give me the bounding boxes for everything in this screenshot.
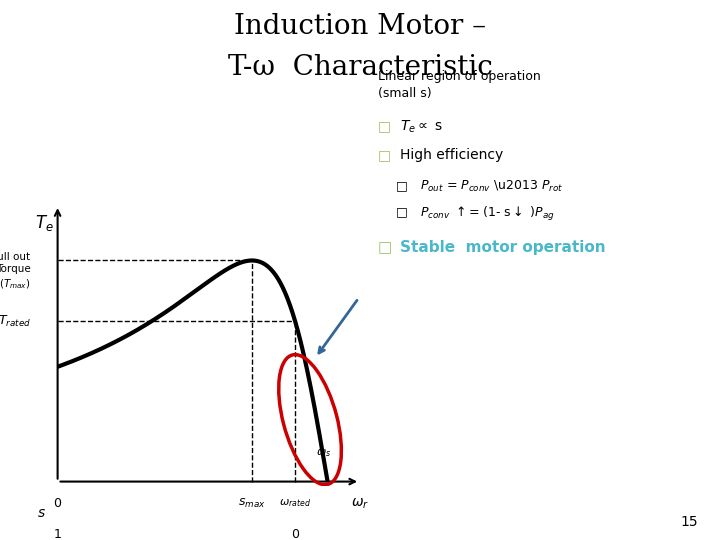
Text: $s_{max}$: $s_{max}$ bbox=[238, 497, 266, 510]
Text: Pull out
Torque
$(T_{max})$: Pull out Torque $(T_{max})$ bbox=[0, 252, 31, 291]
Text: s: s bbox=[37, 505, 45, 519]
Text: $T_e$: $T_e$ bbox=[35, 213, 53, 233]
Text: Stable  motor operation: Stable motor operation bbox=[400, 240, 606, 255]
Text: □: □ bbox=[378, 240, 392, 255]
Text: □: □ bbox=[378, 148, 391, 163]
Text: Induction Motor –: Induction Motor – bbox=[234, 14, 486, 40]
Text: □: □ bbox=[396, 205, 408, 218]
Text: □: □ bbox=[396, 179, 408, 192]
Text: □: □ bbox=[378, 119, 391, 133]
Text: Linear region of operation
(small s): Linear region of operation (small s) bbox=[378, 70, 541, 100]
Text: $P_{out}$ = $P_{conv}$ \u2013 $P_{rot}$: $P_{out}$ = $P_{conv}$ \u2013 $P_{rot}$ bbox=[420, 179, 563, 194]
Text: $\omega_r$: $\omega_r$ bbox=[351, 497, 369, 511]
Text: 1: 1 bbox=[54, 528, 61, 540]
Text: $\omega_s$: $\omega_s$ bbox=[316, 448, 331, 460]
Text: $\omega_{rated}$: $\omega_{rated}$ bbox=[279, 497, 311, 509]
Text: T-ω  Characteristic: T-ω Characteristic bbox=[228, 54, 492, 81]
Text: $P_{conv}$ $\uparrow$= (1- s$\downarrow$ )$P_{ag}$: $P_{conv}$ $\uparrow$= (1- s$\downarrow$… bbox=[420, 205, 554, 223]
Text: High efficiency: High efficiency bbox=[400, 148, 503, 163]
Text: 15: 15 bbox=[681, 515, 698, 529]
Text: $T_{rated}$: $T_{rated}$ bbox=[0, 314, 31, 329]
Text: 0: 0 bbox=[291, 528, 300, 540]
Text: $T_e \propto$ s: $T_e \propto$ s bbox=[400, 119, 443, 135]
Text: 0: 0 bbox=[53, 497, 62, 510]
